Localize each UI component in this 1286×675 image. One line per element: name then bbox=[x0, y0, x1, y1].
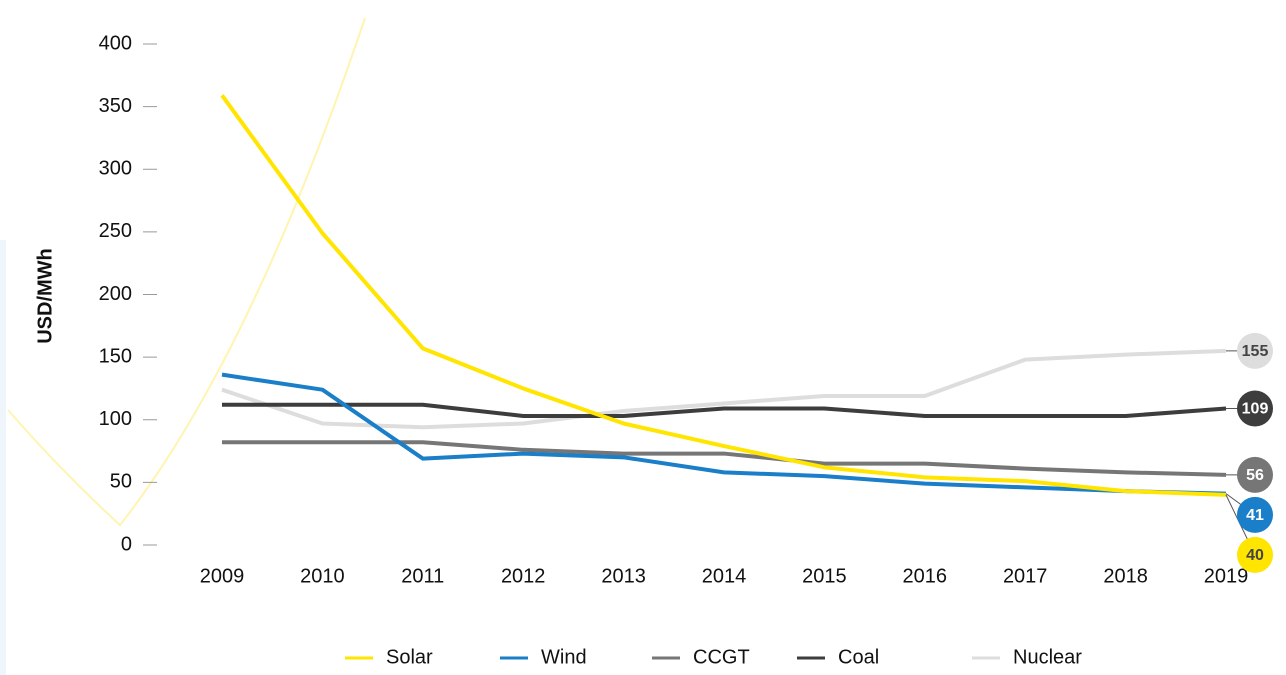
end-label: 41 bbox=[1246, 507, 1264, 524]
line bbox=[221, 372, 1227, 496]
legend-label: Nuclear bbox=[1013, 646, 1082, 668]
line bbox=[220, 94, 1227, 497]
end-label: 109 bbox=[1242, 401, 1269, 418]
x-tick-label: 2015 bbox=[802, 565, 847, 587]
line bbox=[222, 402, 1227, 418]
y-tick-label: 350 bbox=[99, 95, 132, 117]
x-tick-label: 2009 bbox=[200, 565, 245, 587]
y-tick-label: 50 bbox=[110, 471, 132, 493]
x-tick-label: 2016 bbox=[903, 565, 948, 587]
x-tick-label: 2017 bbox=[1003, 565, 1048, 587]
x-tick-label: 2013 bbox=[601, 565, 646, 587]
y-axis-label: USD/MWh bbox=[34, 248, 56, 344]
legend-label: Solar bbox=[386, 646, 433, 668]
x-tick-label: 2012 bbox=[501, 565, 546, 587]
end-label: 155 bbox=[1242, 343, 1269, 360]
y-tick-label: 300 bbox=[99, 158, 132, 180]
y-tick-label: 150 bbox=[99, 345, 132, 367]
end-marker bbox=[1237, 496, 1273, 533]
side-strip bbox=[0, 240, 6, 675]
line bbox=[222, 440, 1227, 477]
legend-label: Wind bbox=[541, 646, 587, 668]
y-tick-label: 200 bbox=[99, 283, 132, 305]
end-marker bbox=[1237, 390, 1273, 427]
x-tick-label: 2018 bbox=[1103, 565, 1148, 587]
line bbox=[221, 348, 1227, 430]
end-marker bbox=[1237, 536, 1273, 573]
y-tick-label: 400 bbox=[99, 32, 132, 54]
x-tick-label: 2019 bbox=[1204, 565, 1249, 587]
y-tick-label: 250 bbox=[99, 220, 132, 242]
x-tick-label: 2011 bbox=[401, 565, 444, 587]
end-label: 56 bbox=[1246, 467, 1264, 484]
legend-label: Coal bbox=[838, 646, 879, 668]
x-tick-label: 2010 bbox=[300, 565, 345, 587]
y-tick-label: 100 bbox=[99, 408, 132, 430]
end-marker bbox=[1237, 456, 1273, 493]
decor-curve bbox=[7, 17, 366, 527]
x-tick-label: 2014 bbox=[702, 565, 747, 587]
end-marker bbox=[1237, 332, 1273, 369]
y-tick-label: 0 bbox=[121, 533, 132, 555]
legend-label: CCGT bbox=[693, 646, 750, 668]
end-label: 40 bbox=[1246, 547, 1264, 564]
